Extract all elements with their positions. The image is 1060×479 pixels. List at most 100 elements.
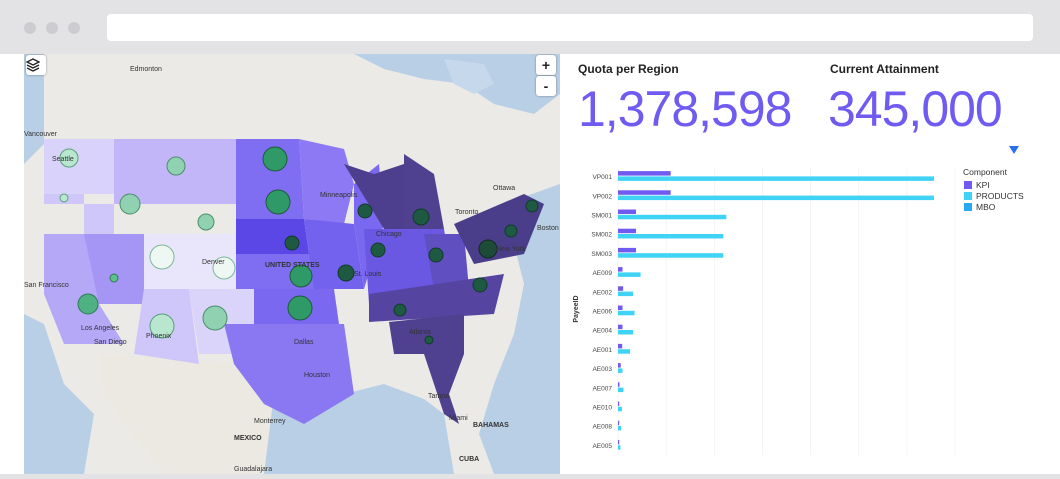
legend-title: Component	[963, 167, 1008, 177]
layers-icon[interactable]	[26, 55, 46, 75]
category-tick-label: AE004	[592, 328, 612, 335]
city-label: Denver	[202, 259, 225, 266]
category-tick-label: SM002	[591, 232, 612, 239]
city-label: Toronto	[455, 209, 478, 216]
bar-products[interactable]	[618, 214, 727, 220]
category-tick-label: AE010	[592, 405, 612, 412]
country-label: MEXICO	[234, 435, 262, 442]
filter-icon[interactable]	[1009, 146, 1019, 154]
category-tick-label: SM001	[591, 213, 612, 220]
bar-products[interactable]	[618, 310, 635, 316]
chart-grid	[617, 167, 956, 455]
bar-products[interactable]	[618, 349, 631, 354]
category-tick-label: AE008	[592, 424, 612, 431]
bar-products[interactable]	[618, 253, 724, 258]
address-bar[interactable]	[107, 14, 1033, 41]
legend-swatch	[964, 181, 972, 189]
map-canvas[interactable]: Edmonton Vancouver Seattle Minneapolis O…	[24, 54, 560, 474]
dashboard: Edmonton Vancouver Seattle Minneapolis O…	[0, 54, 1060, 474]
city-label: Vancouver	[24, 131, 58, 138]
bar-products[interactable]	[618, 445, 621, 450]
bar-kpi[interactable]	[618, 343, 623, 349]
attainment-title: Current Attainment	[830, 62, 939, 76]
bar-kpi[interactable]	[618, 286, 624, 291]
browser-chrome	[0, 0, 1060, 54]
bar-kpi[interactable]	[618, 363, 621, 368]
bar-products[interactable]	[618, 195, 934, 201]
bar-kpi[interactable]	[618, 228, 637, 234]
legend-entry: MBO	[976, 202, 996, 212]
category-tick-label: AE003	[592, 366, 612, 373]
city-label: Atlanta	[409, 329, 431, 336]
bar-kpi[interactable]	[618, 305, 623, 311]
bar-products[interactable]	[618, 387, 624, 393]
city-label: Minneapolis	[320, 192, 358, 199]
city-label: Houston	[304, 372, 330, 379]
category-tick-label: AE001	[592, 347, 612, 354]
bar-kpi[interactable]	[618, 209, 637, 215]
bar-kpi[interactable]	[618, 401, 620, 407]
bar-products[interactable]	[618, 368, 623, 373]
legend-entry: PRODUCTS	[976, 191, 1024, 201]
right-panel: Quota per Region 1,378,598 Current Attai…	[560, 54, 1060, 474]
chart-bars[interactable]	[618, 171, 934, 450]
category-tick-label: AE006	[592, 309, 612, 316]
zoom-out-button[interactable]: -	[536, 76, 556, 96]
map-labels: Edmonton Vancouver Seattle Minneapolis O…	[24, 66, 559, 473]
city-label: Tampa	[428, 393, 449, 400]
city-label: New York	[496, 246, 526, 253]
window-close-dot[interactable]	[24, 22, 36, 34]
category-tick-label: AE005	[592, 443, 612, 450]
country-label: UNITED STATES	[265, 262, 320, 269]
bar-products[interactable]	[618, 176, 934, 181]
bar-kpi[interactable]	[618, 171, 671, 176]
legend-entry: KPI	[976, 180, 990, 190]
category-labels: VP001 VP002 SM001 SM002 SM003 AE009 AE002 AE006…	[591, 174, 612, 450]
bar-kpi[interactable]	[618, 420, 620, 426]
category-tick-label: AE009	[592, 270, 612, 277]
bar-products[interactable]	[618, 426, 622, 431]
window-minimize-dot[interactable]	[46, 22, 58, 34]
bar-kpi[interactable]	[618, 267, 623, 272]
quota-title: Quota per Region	[578, 62, 679, 76]
city-label: Ottawa	[493, 185, 515, 192]
bar-products[interactable]	[618, 291, 634, 297]
bar-products[interactable]	[618, 272, 641, 277]
city-label: Edmonton	[130, 66, 162, 73]
bar-kpi[interactable]	[618, 439, 620, 445]
bar-kpi[interactable]	[618, 382, 620, 387]
region-map[interactable]: Edmonton Vancouver Seattle Minneapolis O…	[24, 54, 560, 474]
category-tick-label: AE007	[592, 385, 612, 392]
category-tick-label: VP002	[592, 193, 612, 200]
city-label: Chicago	[376, 231, 402, 238]
city-label: Boston	[537, 225, 559, 232]
country-label: CUBA	[459, 456, 479, 463]
attainment-value: 345,000	[828, 81, 1003, 137]
legend-swatch	[964, 203, 972, 211]
zoom-in-button[interactable]: +	[536, 55, 556, 75]
city-label: Phoenix	[146, 333, 172, 340]
payee-bar-chart[interactable]: VP001 VP002 SM001 SM002 SM003 AE009 AE002 AE006…	[560, 159, 1060, 479]
bubble-layer	[59, 146, 539, 345]
bar-products[interactable]	[618, 330, 634, 335]
city-label: San Diego	[94, 339, 127, 346]
city-label: Miami	[449, 415, 468, 422]
category-tick-label: AE002	[592, 289, 612, 296]
quota-value: 1,378,598	[578, 81, 792, 137]
country-label: BAHAMAS	[473, 422, 509, 429]
category-tick-label: VP001	[592, 174, 612, 181]
city-label: Guadalajara	[234, 466, 272, 473]
bar-kpi[interactable]	[618, 247, 637, 253]
bar-kpi[interactable]	[618, 324, 623, 330]
window-maximize-dot[interactable]	[68, 22, 80, 34]
city-label: Monterrey	[254, 418, 286, 425]
legend-swatch	[964, 192, 972, 200]
city-label: San Francisco	[24, 282, 69, 289]
y-axis-label: PayeeID	[573, 295, 580, 322]
city-label: Los Angeles	[81, 325, 120, 332]
bar-kpi[interactable]	[618, 190, 671, 195]
bar-products[interactable]	[618, 406, 622, 412]
bar-products[interactable]	[618, 234, 724, 239]
city-label: St. Louis	[354, 271, 382, 278]
